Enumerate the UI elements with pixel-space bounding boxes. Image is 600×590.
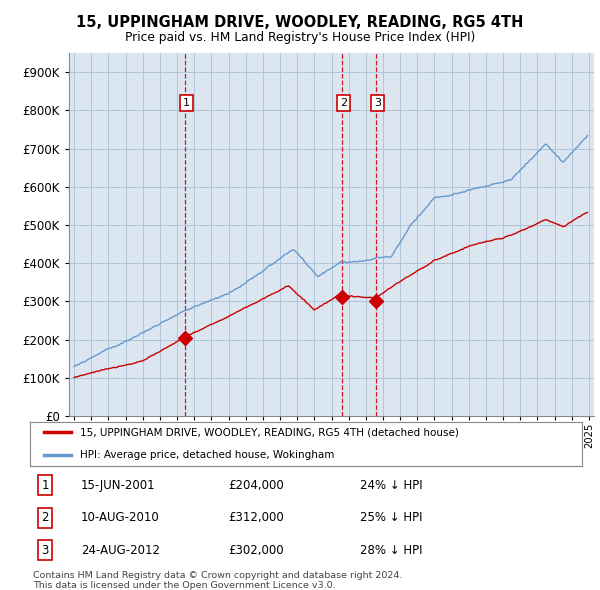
Text: 1: 1	[41, 478, 49, 492]
Text: £312,000: £312,000	[228, 511, 284, 525]
Text: £204,000: £204,000	[228, 478, 284, 492]
Text: 24% ↓ HPI: 24% ↓ HPI	[360, 478, 422, 492]
Text: 15-JUN-2001: 15-JUN-2001	[81, 478, 155, 492]
Text: 28% ↓ HPI: 28% ↓ HPI	[360, 543, 422, 557]
Text: 24-AUG-2012: 24-AUG-2012	[81, 543, 160, 557]
Text: This data is licensed under the Open Government Licence v3.0.: This data is licensed under the Open Gov…	[33, 581, 335, 590]
Text: 3: 3	[41, 543, 49, 557]
Text: Price paid vs. HM Land Registry's House Price Index (HPI): Price paid vs. HM Land Registry's House …	[125, 31, 475, 44]
Text: Contains HM Land Registry data © Crown copyright and database right 2024.: Contains HM Land Registry data © Crown c…	[33, 571, 403, 580]
Text: £302,000: £302,000	[228, 543, 284, 557]
Text: 25% ↓ HPI: 25% ↓ HPI	[360, 511, 422, 525]
Text: HPI: Average price, detached house, Wokingham: HPI: Average price, detached house, Woki…	[80, 450, 334, 460]
Text: 15, UPPINGHAM DRIVE, WOODLEY, READING, RG5 4TH (detached house): 15, UPPINGHAM DRIVE, WOODLEY, READING, R…	[80, 428, 458, 437]
Text: 15, UPPINGHAM DRIVE, WOODLEY, READING, RG5 4TH: 15, UPPINGHAM DRIVE, WOODLEY, READING, R…	[76, 15, 524, 30]
Text: 2: 2	[340, 98, 347, 108]
Text: 2: 2	[41, 511, 49, 525]
Text: 3: 3	[374, 98, 381, 108]
Text: 10-AUG-2010: 10-AUG-2010	[81, 511, 160, 525]
Text: 1: 1	[183, 98, 190, 108]
